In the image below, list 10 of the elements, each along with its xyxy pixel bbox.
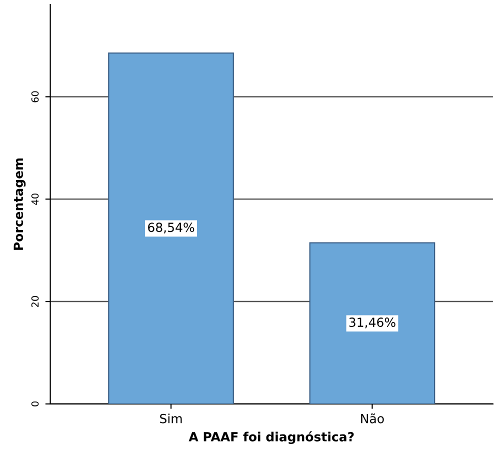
y-tick-label: 60 — [31, 91, 39, 102]
x-axis-title: A PAAF foi diagnóstica? — [188, 431, 354, 444]
data-label: 68,54% — [148, 222, 194, 234]
y-tick-label: 20 — [31, 296, 39, 307]
y-tick-label: 0 — [31, 401, 39, 406]
data-label: 31,46% — [349, 318, 396, 328]
y-axis-title: Porcentagem — [14, 158, 26, 250]
y-tick-label: 40 — [31, 194, 39, 205]
x-tick-label: Não — [361, 413, 384, 424]
x-tick-label: Sim — [160, 414, 182, 424]
